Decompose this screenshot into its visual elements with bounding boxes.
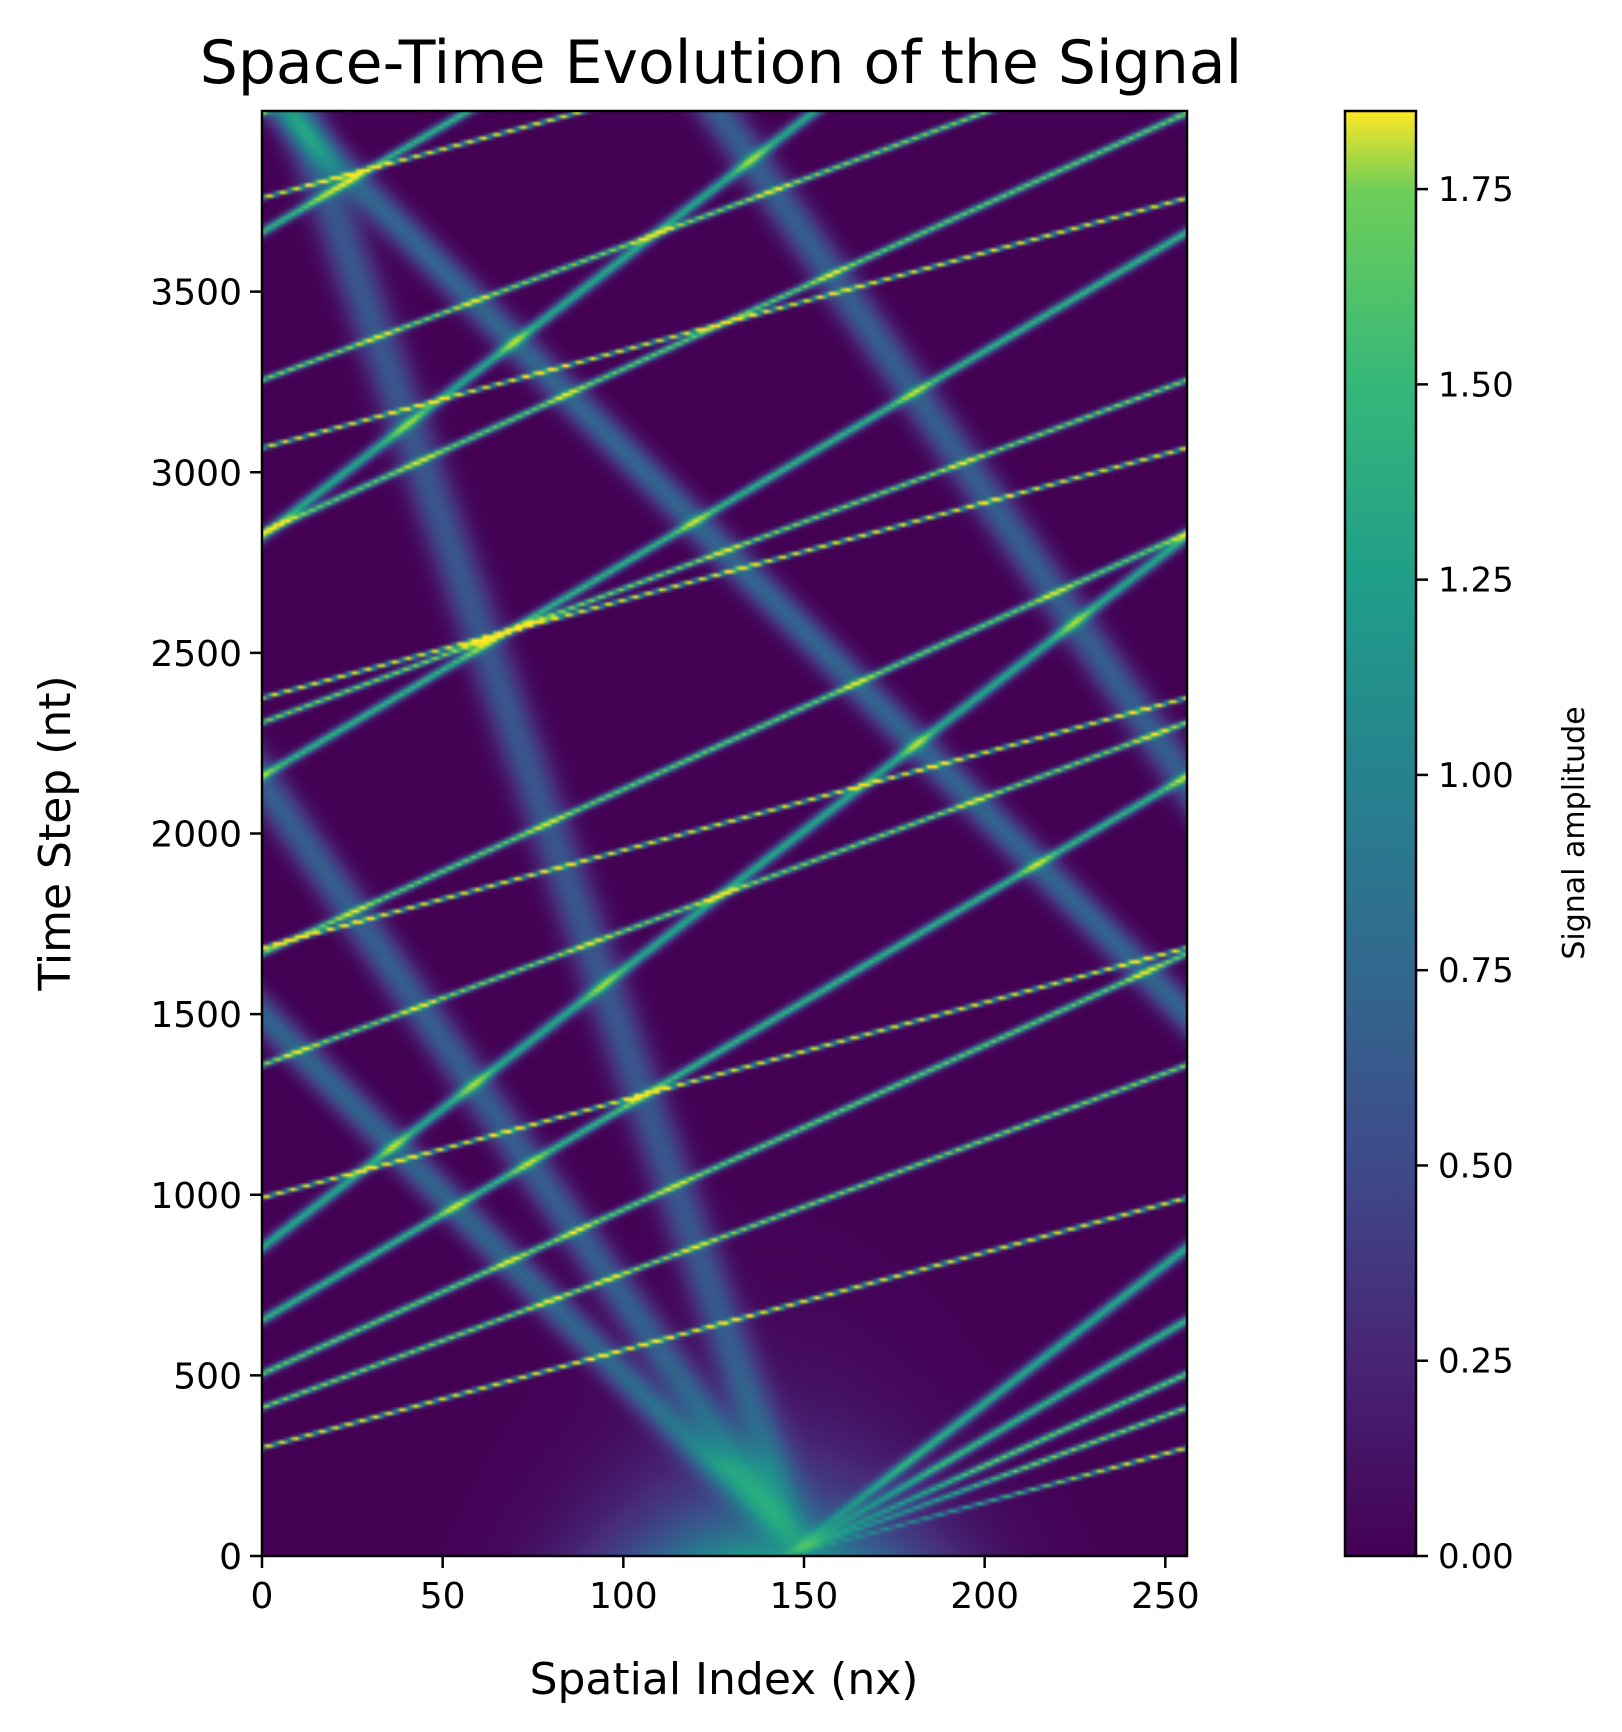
- heatmap-image: [262, 111, 1187, 1556]
- colorbar-tick-label: 1.75: [1438, 170, 1514, 210]
- colorbar-tick-label: 1.25: [1438, 561, 1514, 601]
- x-axis: 0 50 100 150 200 250: [251, 1556, 1200, 1617]
- y-tick-label: 3500: [150, 273, 242, 314]
- plot-area: [260, 109, 1189, 1558]
- colorbar-tick-label: 0.75: [1438, 951, 1514, 991]
- x-tick-label: 100: [589, 1576, 658, 1617]
- colorbar-ticks: 0.00 0.25 0.50 0.75 1.00 1.25 1.50 1.75: [1416, 170, 1514, 1577]
- x-tick-label: 200: [950, 1576, 1019, 1617]
- x-tick-label: 250: [1131, 1576, 1200, 1617]
- x-tick-label: 50: [420, 1576, 466, 1617]
- y-tick-label: 2500: [150, 634, 242, 675]
- y-axis: 0 500 1000 1500 2000 2500 3000 3500: [150, 273, 262, 1578]
- chart-title: Space-Time Evolution of the Signal: [200, 28, 1242, 98]
- x-axis-label: Spatial Index (nx): [530, 1654, 919, 1705]
- colorbar-tick-label: 1.00: [1438, 756, 1514, 796]
- colorbar: 0.00 0.25 0.50 0.75 1.00 1.25 1.50 1.75 Signal …: [1343, 109, 1592, 1577]
- colorbar-tick-label: 1.50: [1438, 365, 1514, 405]
- colorbar-label: Signal amplitude: [1557, 706, 1592, 959]
- x-tick-label: 150: [770, 1576, 839, 1617]
- colorbar-gradient: [1343, 109, 1418, 1558]
- x-tick-label: 0: [251, 1576, 274, 1617]
- colorbar-tick-label: 0.50: [1438, 1146, 1514, 1186]
- y-tick-label: 1500: [150, 995, 242, 1036]
- y-axis-label: Time Step (nt): [30, 675, 81, 991]
- y-tick-label: 500: [173, 1356, 242, 1397]
- y-tick-label: 1000: [150, 1176, 242, 1217]
- y-tick-label: 2000: [150, 815, 242, 856]
- colorbar-tick-label: 0.25: [1438, 1342, 1514, 1382]
- y-tick-label: 0: [219, 1537, 242, 1578]
- colorbar-tick-label: 0.00: [1438, 1537, 1514, 1577]
- y-tick-label: 3000: [150, 453, 242, 494]
